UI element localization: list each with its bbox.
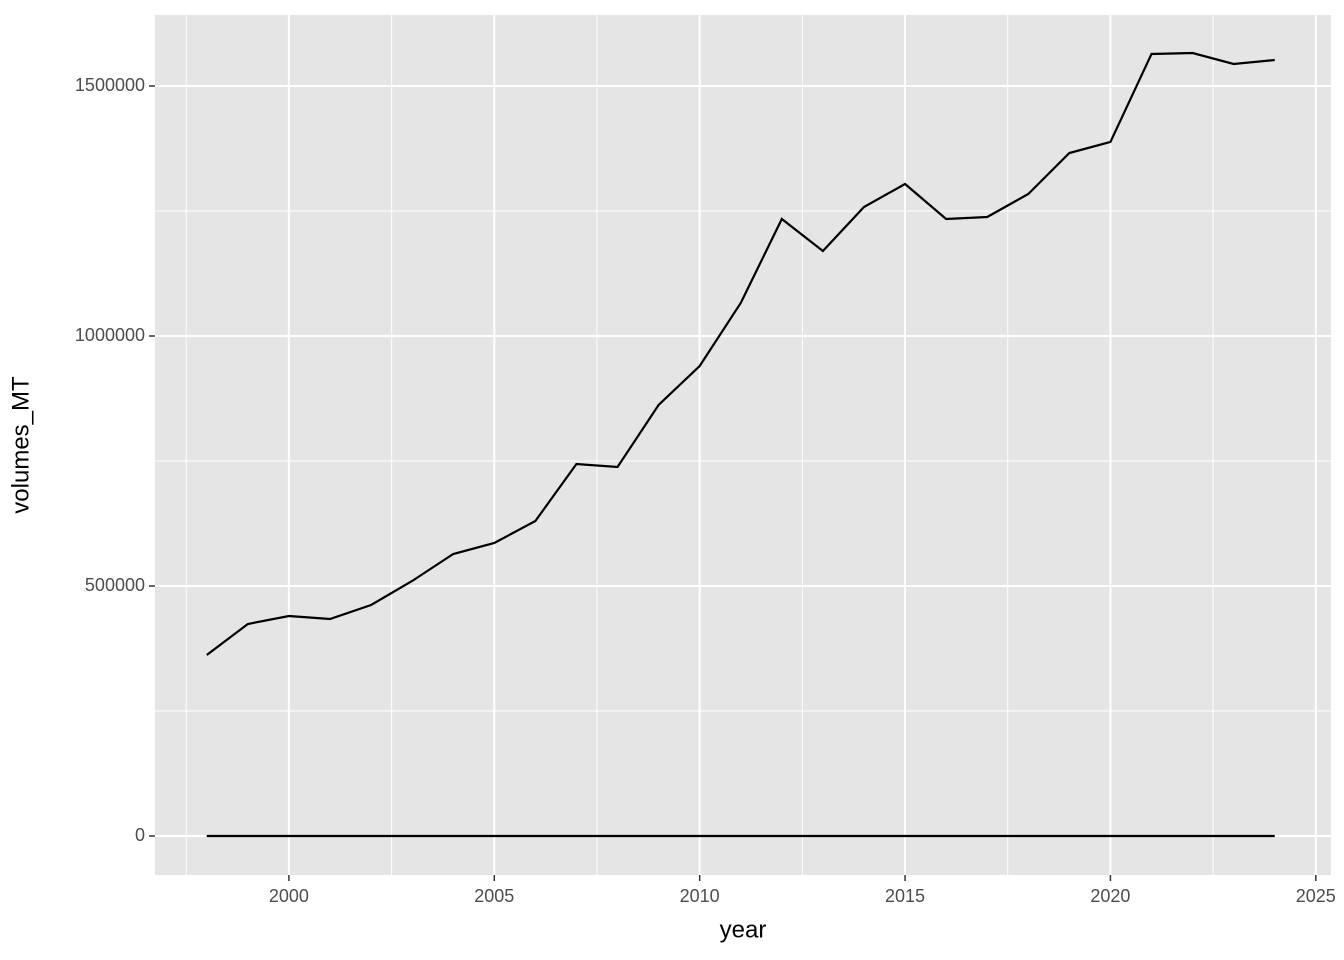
y-tick-label: 0: [135, 825, 145, 845]
y-tick-label: 500000: [85, 575, 145, 595]
y-axis-title: volumes_MT: [7, 376, 34, 514]
x-tick-label: 2015: [885, 886, 925, 906]
x-tick-label: 2010: [680, 886, 720, 906]
x-tick-label: 2005: [474, 886, 514, 906]
x-tick-label: 2020: [1090, 886, 1130, 906]
x-axis-title: year: [720, 916, 767, 943]
line: [206, 51, 1275, 656]
y-tick-label: 1500000: [75, 75, 145, 95]
y-tick-label: 1000000: [75, 325, 145, 345]
x-tick-label: 2025: [1296, 886, 1336, 906]
plot-panel: [155, 15, 1331, 875]
x-tick-label: 2000: [269, 886, 309, 906]
